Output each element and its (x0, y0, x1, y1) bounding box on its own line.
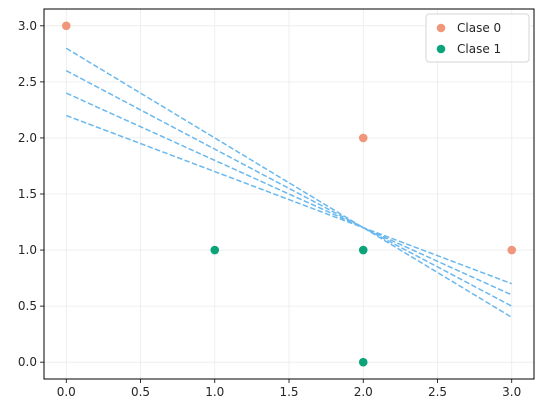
x-tick-label: 2.5 (428, 385, 447, 399)
x-tick-label: 3.0 (502, 385, 521, 399)
y-tick-label: 0.5 (18, 299, 37, 313)
legend-marker (436, 44, 446, 54)
data-point (358, 133, 368, 143)
dashed-lines-layer (65, 47, 513, 318)
data-point (61, 21, 71, 31)
data-point (358, 357, 368, 367)
y-tick-label: 1.0 (18, 243, 37, 257)
dashed-line (66, 114, 512, 285)
grid-layer (44, 9, 534, 379)
x-tick-label: 2.0 (354, 385, 373, 399)
y-tick-label: 2.0 (18, 131, 37, 145)
y-tick-label: 1.5 (18, 187, 37, 201)
legend-marker (436, 23, 446, 33)
y-tick-label: 3.0 (18, 19, 37, 33)
y-tick-label: 0.0 (18, 355, 37, 369)
x-tick-label: 1.0 (205, 385, 224, 399)
x-tick-label: 0.0 (57, 385, 76, 399)
x-tick-label: 0.5 (131, 385, 150, 399)
legend-label: Clase 0 (457, 21, 501, 35)
data-point (358, 245, 368, 255)
data-point (210, 245, 220, 255)
y-tick-label: 2.5 (18, 75, 37, 89)
points-layer (61, 21, 517, 367)
dashed-line (65, 70, 513, 307)
dashed-line (65, 92, 513, 296)
ticks-layer: 0.0 0.5 1.0 1.5 2.0 2.5 3.0 0.0 0.5 1.0 1.5 2.0 2.5 3… (18, 19, 521, 399)
x-tick-label: 1.5 (279, 385, 298, 399)
data-point (507, 245, 517, 255)
legend: Clase 0 Clase 1 (425, 13, 530, 63)
legend-box (425, 13, 530, 63)
legend-label: Clase 1 (457, 42, 501, 56)
